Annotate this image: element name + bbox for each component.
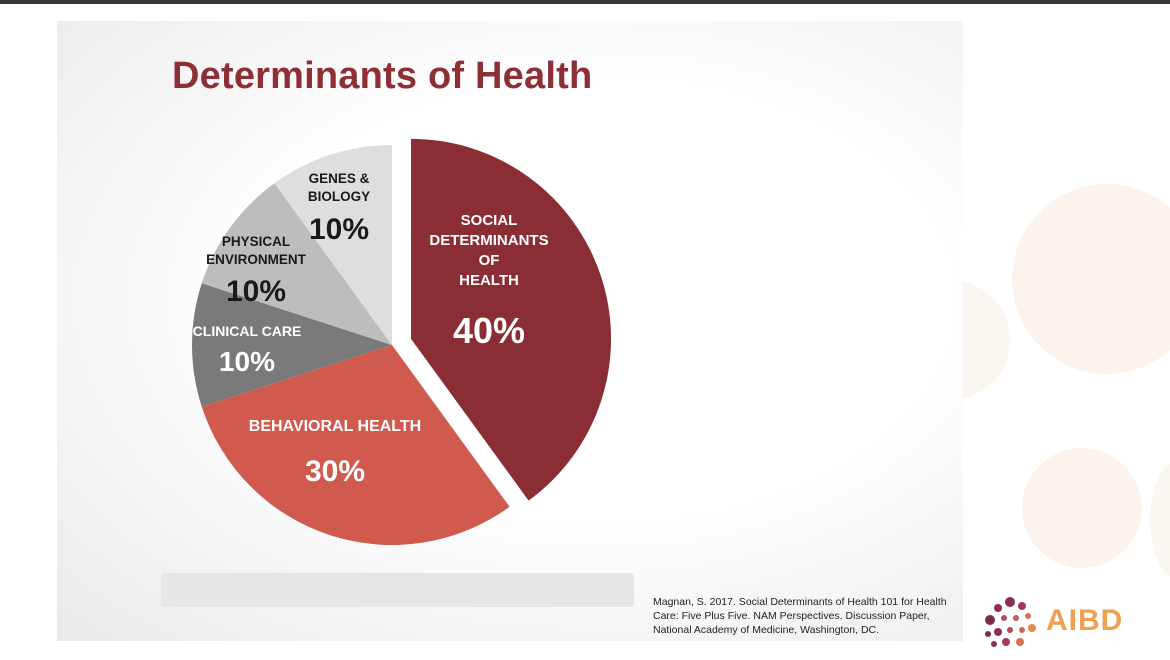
slice-value-label: 10% <box>226 275 286 308</box>
decorative-circle <box>1022 448 1142 568</box>
pie-chart: SOCIAL DETERMINANTS OF HEALTH 40% BEHAVIORAL … <box>191 138 612 545</box>
slice-label: BEHAVIORAL HEALTH <box>249 418 421 435</box>
slice-value-label: 10% <box>219 346 275 377</box>
caption-bar <box>161 573 634 607</box>
logo-dot <box>985 615 995 625</box>
slice-value-label: 10% <box>309 213 369 246</box>
logo-text: AIBD <box>1046 604 1124 637</box>
logo-dot <box>1018 602 1026 610</box>
slice-label: SOCIAL DETERMINANTS OF HEALTH <box>429 212 548 289</box>
window-top-strip <box>0 0 1170 4</box>
slice-label: CLINICAL CARE <box>193 323 302 339</box>
decorative-circle <box>1150 460 1170 580</box>
logo-dot <box>991 641 997 647</box>
logo-dot <box>1016 638 1024 646</box>
logo-dot <box>1007 627 1013 633</box>
slice-label: GENES & BIOLOGY <box>308 171 370 204</box>
decorative-circle <box>1012 184 1170 374</box>
dots-logo-icon <box>985 597 1036 647</box>
pie-slice <box>201 345 510 545</box>
presentation-slide: Determinants of Health SOCIAL DETERMINANT… <box>57 21 963 641</box>
logo-dot <box>1028 624 1036 632</box>
logo-dot <box>1001 615 1007 621</box>
citation-text: Magnan, S. 2017. Social Determinants of … <box>653 596 947 636</box>
slice-label: PHYSICAL ENVIRONMENT <box>206 234 307 267</box>
pie-slice <box>191 283 392 407</box>
slice-value-label: 40% <box>453 310 525 351</box>
slide-title: Determinants of Health <box>172 55 593 97</box>
logo-dot <box>1002 638 1010 646</box>
logo-dot <box>994 604 1002 612</box>
aibd-logo: AIBD <box>978 596 1150 648</box>
slice-value-label: 30% <box>305 455 365 488</box>
logo-dot <box>1013 615 1019 621</box>
pie-slice <box>201 183 392 345</box>
logo-dot <box>994 628 1002 636</box>
pie-slice <box>411 138 612 501</box>
pie-slice <box>274 145 392 345</box>
logo-dot <box>1025 613 1031 619</box>
logo-dot <box>1019 627 1025 633</box>
logo-dot <box>985 631 991 637</box>
logo-dot <box>1005 597 1015 607</box>
